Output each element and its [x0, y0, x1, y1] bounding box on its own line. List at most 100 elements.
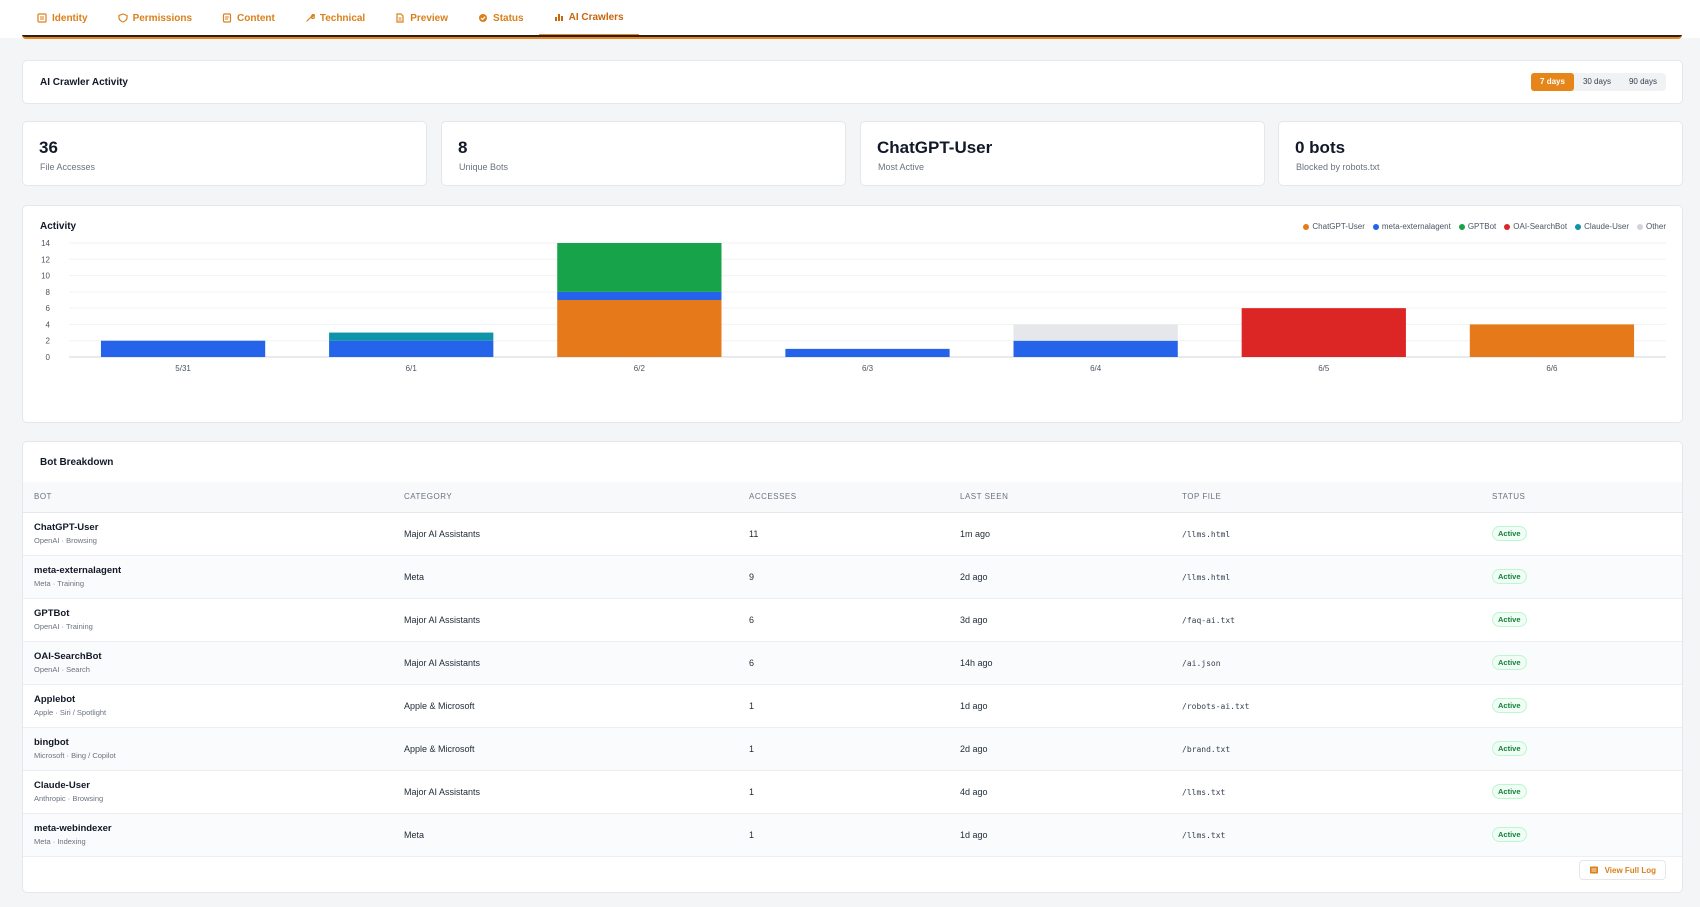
top-navigation: Identity Permissions Content Technical P…	[0, 0, 1700, 39]
tab-ai-crawlers[interactable]: AI Crawlers	[538, 0, 639, 36]
tab-content[interactable]: Content	[207, 0, 290, 36]
column-header-category[interactable]: CATEGORY	[393, 482, 738, 513]
status-cell: Active	[1481, 598, 1682, 641]
tab-permissions[interactable]: Permissions	[103, 0, 207, 36]
bot-subtitle: Anthropic · Browsing	[34, 794, 104, 803]
legend-item[interactable]: ChatGPT-User	[1303, 222, 1365, 231]
activity-chart: 0 2 4 6 8 10 12 14 5/31 6/1 6/2 6/3 6/4 6/5 6/6	[41, 239, 1666, 373]
tab-status[interactable]: Status	[463, 0, 539, 36]
view-full-log-button[interactable]: View Full Log	[1578, 860, 1666, 880]
top-file-cell: /robots-ai.txt	[1171, 684, 1481, 727]
column-header-top-file[interactable]: TOP FILE	[1171, 482, 1481, 513]
legend-swatch	[1372, 223, 1379, 230]
page-title: AI Crawler Activity	[40, 77, 128, 88]
legend-label: Claude-User	[1584, 222, 1629, 231]
date-range-selector: 7 days 30 days 90 days	[1531, 73, 1666, 91]
legend-swatch	[1303, 223, 1310, 230]
column-header-status[interactable]: STATUS	[1481, 482, 1682, 513]
category-cell: Apple & Microsoft	[404, 743, 475, 754]
last-seen-cell: 3d ago	[960, 614, 988, 625]
tab-bar: Identity Permissions Content Technical P…	[22, 0, 639, 36]
tab-label: Technical	[319, 12, 366, 24]
table-row[interactable]: OAI-SearchBot OpenAI · Search Major AI Ass…	[23, 641, 1682, 684]
tab-preview[interactable]: Preview	[380, 0, 463, 36]
top-file-cell: /brand.txt	[1171, 727, 1481, 770]
table-header-row: BOT CATEGORY ACCESSES LAST SEEN TOP FILE…	[23, 482, 1682, 513]
table-row[interactable]: bingbot Microsoft · Bing / Copilot Apple &…	[23, 727, 1682, 770]
category-cell: Meta	[404, 829, 425, 840]
stat-value: 8	[458, 138, 468, 157]
bot-cell: ChatGPT-User OpenAI · Browsing	[23, 512, 393, 555]
stat-value: ChatGPT-User	[877, 138, 993, 157]
table-row[interactable]: meta-externalagent Meta · Training Meta 9 2d…	[23, 555, 1682, 598]
status-badge: Active	[1492, 827, 1527, 842]
bot-subtitle: Meta · Indexing	[34, 837, 86, 846]
bar-segment[interactable]	[1469, 324, 1635, 357]
last-seen-cell: 1d ago	[960, 829, 988, 840]
stat-label: File Accesses	[40, 162, 96, 172]
bar-chart-icon	[554, 14, 563, 21]
bot-breakdown-card: Bot Breakdown BOT CATEGORY ACCESSES LAST…	[22, 441, 1683, 893]
legend-label: ChatGPT-User	[1312, 222, 1365, 231]
tab-identity[interactable]: Identity	[22, 0, 103, 36]
bar-segment[interactable]	[1013, 340, 1178, 357]
accesses-cell: 1	[749, 700, 755, 711]
legend-item[interactable]: meta-externalagent	[1372, 222, 1451, 231]
legend-item[interactable]: GPTBot	[1458, 222, 1496, 231]
column-header-bot[interactable]: BOT	[23, 482, 393, 513]
bar-segment[interactable]	[329, 332, 494, 341]
bar-segment[interactable]	[1013, 324, 1178, 341]
bot-name: ChatGPT-User	[34, 522, 99, 533]
top-file-path: /llms.html	[1182, 572, 1231, 582]
status-cell: Active	[1481, 770, 1682, 813]
bar-segment[interactable]	[1241, 308, 1406, 357]
accesses-cell: 11	[749, 528, 759, 539]
range-30-days-button[interactable]: 30 days	[1582, 77, 1611, 86]
column-header-accesses[interactable]: ACCESSES	[738, 482, 949, 513]
bar-segment[interactable]	[557, 243, 722, 292]
file-icon	[396, 13, 404, 23]
status-badge: Active	[1492, 569, 1527, 584]
table-row[interactable]: Claude-User Anthropic · Browsing Major AI …	[23, 770, 1682, 813]
range-90-days-button[interactable]: 90 days	[1628, 77, 1657, 86]
bar-segment[interactable]	[329, 340, 494, 357]
log-icon	[1589, 866, 1598, 874]
document-icon	[222, 13, 232, 23]
chart-legend: ChatGPT-User meta-externalagent GPTBot OAI-…	[1303, 222, 1666, 231]
bot-cell: meta-webindexer Meta · Indexing	[23, 813, 393, 856]
bot-cell: bingbot Microsoft · Bing / Copilot	[23, 727, 393, 770]
table-row[interactable]: GPTBot OpenAI · Training Major AI Assistan…	[23, 598, 1682, 641]
last-seen-cell: 2d ago	[960, 571, 988, 582]
last-seen-cell: 1m ago	[960, 528, 991, 539]
accesses-cell: 1	[749, 829, 755, 840]
bot-subtitle: Meta · Training	[34, 579, 85, 588]
stat-card-blocked: 0 bots Blocked by robots.txt	[1278, 121, 1683, 186]
bot-breakdown-table: BOT CATEGORY ACCESSES LAST SEEN TOP FILE…	[23, 482, 1682, 857]
stat-card-most-active: ChatGPT-User Most Active	[860, 121, 1265, 186]
status-badge: Active	[1492, 526, 1527, 541]
range-7-days-button[interactable]: 7 days	[1531, 73, 1574, 91]
table-row[interactable]: Applebot Apple · Siri / Spotlight Apple & …	[23, 684, 1682, 727]
y-tick-label: 4	[46, 320, 51, 329]
status-cell: Active	[1481, 813, 1682, 856]
last-seen-cell: 1d ago	[960, 700, 988, 711]
bot-cell: meta-externalagent Meta · Training	[23, 555, 393, 598]
bar-segment[interactable]	[557, 291, 722, 300]
top-file-path: /llms.txt	[1182, 830, 1226, 840]
table-row[interactable]: ChatGPT-User OpenAI · Browsing Major AI As…	[23, 512, 1682, 555]
view-full-log-label: View Full Log	[1604, 865, 1656, 875]
bar-segment[interactable]	[785, 348, 950, 357]
stat-label: Unique Bots	[459, 162, 509, 172]
category-cell: Major AI Assistants	[404, 614, 481, 625]
y-tick-label: 2	[46, 337, 51, 346]
table-row[interactable]: meta-webindexer Meta · Indexing Meta 1 1d ag…	[23, 813, 1682, 856]
legend-item[interactable]: Other	[1636, 222, 1666, 231]
bar-segment[interactable]	[557, 300, 722, 357]
bot-subtitle: OpenAI · Browsing	[34, 536, 97, 545]
column-header-last-seen[interactable]: LAST SEEN	[949, 482, 1171, 513]
tab-technical[interactable]: Technical	[290, 0, 380, 36]
legend-item[interactable]: OAI-SearchBot	[1504, 222, 1567, 231]
top-file-path: /llms.txt	[1182, 787, 1226, 797]
bar-segment[interactable]	[100, 340, 266, 357]
legend-item[interactable]: Claude-User	[1575, 222, 1629, 231]
